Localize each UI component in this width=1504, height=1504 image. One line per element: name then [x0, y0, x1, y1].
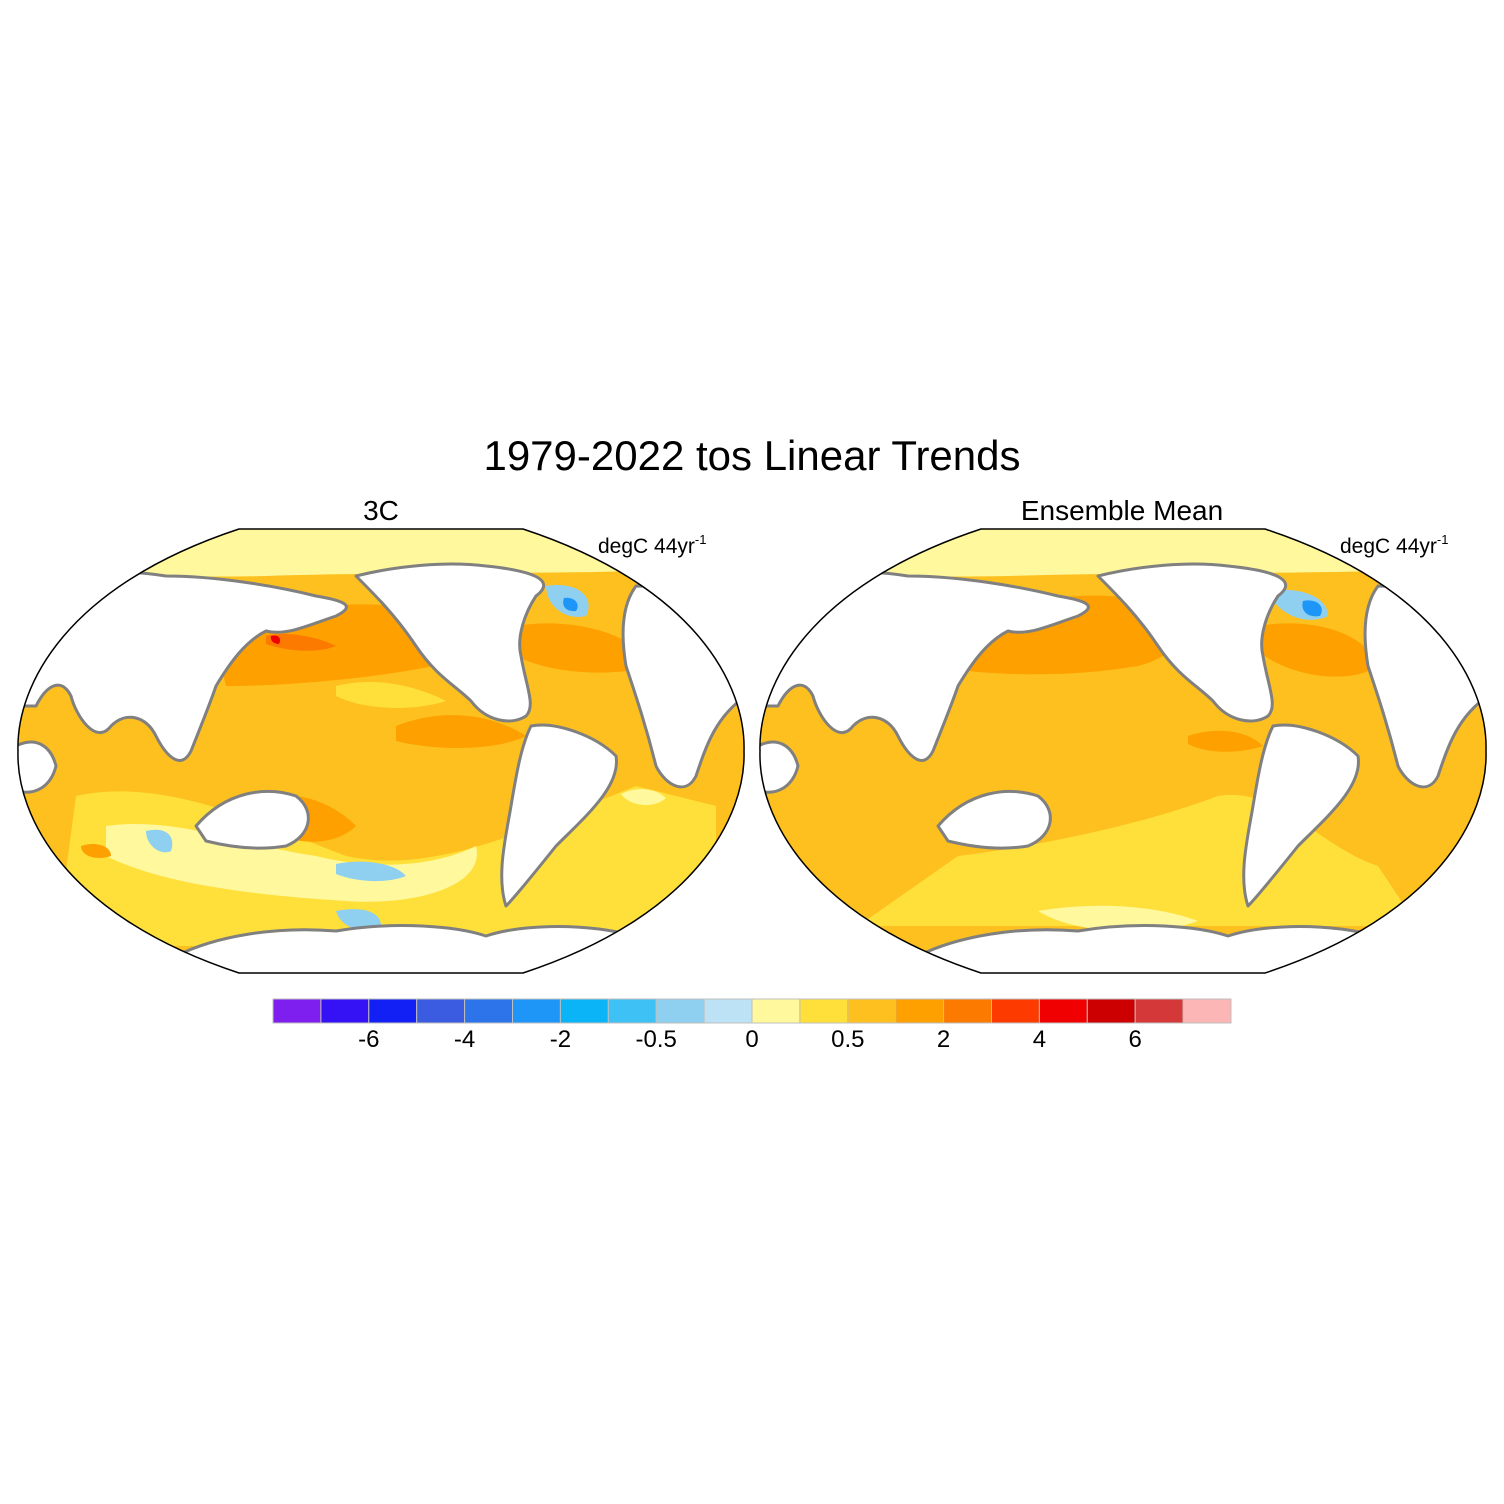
colorbar-swatch	[1038, 998, 1088, 1024]
trend-region-light-yellow	[621, 789, 666, 806]
colorbar-tick-label: 0	[745, 1026, 759, 1053]
colorbar-swatch	[320, 998, 370, 1024]
units-text-left: degC 44yr	[598, 535, 695, 558]
units-exponent-right: -1	[1436, 532, 1449, 547]
units-exponent-left: -1	[694, 532, 707, 547]
map-panel-right	[759, 528, 1487, 974]
main-title: 1979-2022 tos Linear Trends	[483, 432, 1021, 479]
units-text-right: degC 44yr	[1340, 535, 1437, 558]
colorbar	[272, 998, 1232, 1024]
trend-region-light-yellow	[759, 529, 1487, 577]
colorbar-swatch	[751, 998, 801, 1024]
trend-region-blue	[1302, 600, 1322, 617]
trend-region-dark-orange	[266, 634, 336, 651]
panel-title-right: Ensemble Mean	[1020, 495, 1224, 526]
colorbar-tick-label: -4	[453, 1026, 476, 1053]
colorbar-swatch	[464, 998, 514, 1024]
colorbar-tick-label: -2	[549, 1026, 572, 1053]
colorbar-swatch	[1182, 998, 1232, 1024]
trend-region-light-blue	[336, 861, 406, 882]
trend-region-blue	[563, 597, 578, 612]
trend-region-light-yellow	[106, 823, 477, 902]
land-right	[759, 562, 1487, 973]
colorbar-swatch	[512, 998, 561, 1024]
trend-region-orange	[81, 844, 111, 858]
colorbar-swatch	[943, 998, 992, 1024]
trend-region-light-blue	[336, 909, 381, 930]
units-label-left: degC 44yr-1	[598, 526, 706, 561]
trend-region-orange	[1188, 730, 1263, 752]
colorbar-tick-label: 4	[1032, 1026, 1047, 1053]
colorbar-swatch	[655, 998, 705, 1024]
colorbar-tick-label: -0.5	[635, 1026, 677, 1053]
colorbar-swatch	[991, 998, 1040, 1024]
colorbar-tick-label: 2	[936, 1026, 951, 1053]
colorbar-swatch	[703, 998, 753, 1024]
colorbar-swatch	[559, 998, 609, 1024]
trend-region-yellow	[336, 681, 446, 708]
colorbar-swatch	[1134, 998, 1184, 1024]
colorbar-swatch	[895, 998, 945, 1024]
colorbar-swatch	[272, 998, 322, 1024]
units-label-right: degC 44yr-1	[1340, 526, 1448, 561]
trend-region-light-blue	[146, 829, 173, 853]
map-border-left	[17, 528, 745, 974]
colorbar-swatch	[847, 998, 897, 1024]
trend-region-light-yellow	[17, 529, 745, 577]
map-panel-left	[17, 528, 745, 974]
colorbar-tick-label: -6	[358, 1026, 380, 1053]
colorbar-swatch	[799, 998, 849, 1024]
colorbar-swatch	[368, 998, 418, 1024]
colorbar-tick-label: 6	[1128, 1026, 1142, 1053]
trend-region-orange	[396, 715, 526, 748]
trend-region-red	[270, 635, 281, 644]
trend-region-orange	[1258, 623, 1378, 677]
colorbar-swatch	[416, 998, 466, 1024]
trend-region-orange	[516, 623, 656, 673]
colorbar-swatch	[1086, 998, 1136, 1024]
map-border-right	[759, 528, 1487, 974]
colorbar-tick-label: 0.5	[831, 1026, 865, 1053]
panel-title-left: 3C	[363, 495, 399, 526]
colorbar-swatch	[607, 998, 657, 1024]
